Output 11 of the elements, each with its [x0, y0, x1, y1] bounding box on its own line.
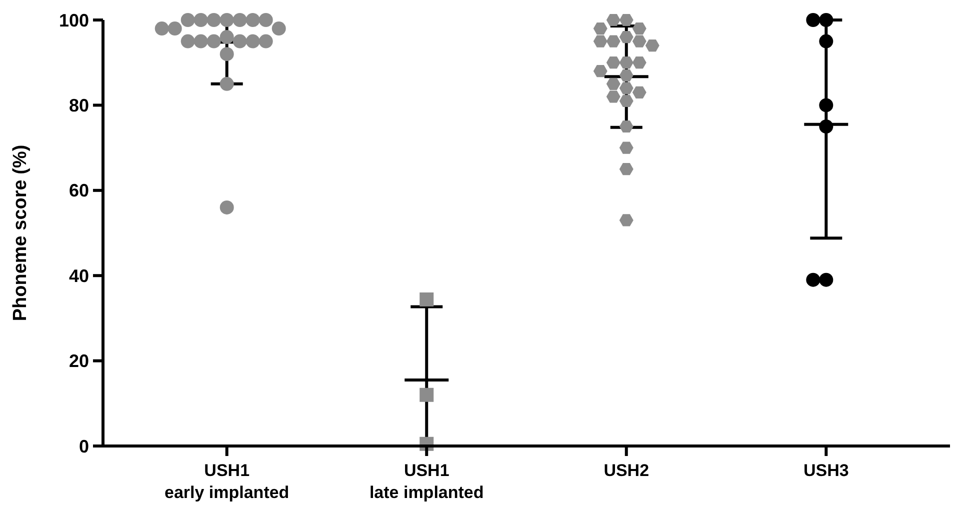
y-tick-label: 20: [68, 351, 89, 372]
y-tick-label: 40: [68, 266, 89, 286]
y-tick-label: 80: [68, 96, 89, 116]
x-tick-label: USH1 late implanted: [369, 461, 484, 502]
y-tick-label: 0: [78, 436, 89, 456]
x-tick-label: USH3: [803, 461, 849, 480]
y-tick-label: 100: [58, 10, 89, 30]
y-tick-label: 60: [68, 180, 89, 201]
y-axis-title: Phoneme score (%): [10, 144, 31, 322]
x-tick-label: USH1 early implanted: [164, 461, 290, 502]
x-tick-label: USH2: [604, 461, 650, 480]
